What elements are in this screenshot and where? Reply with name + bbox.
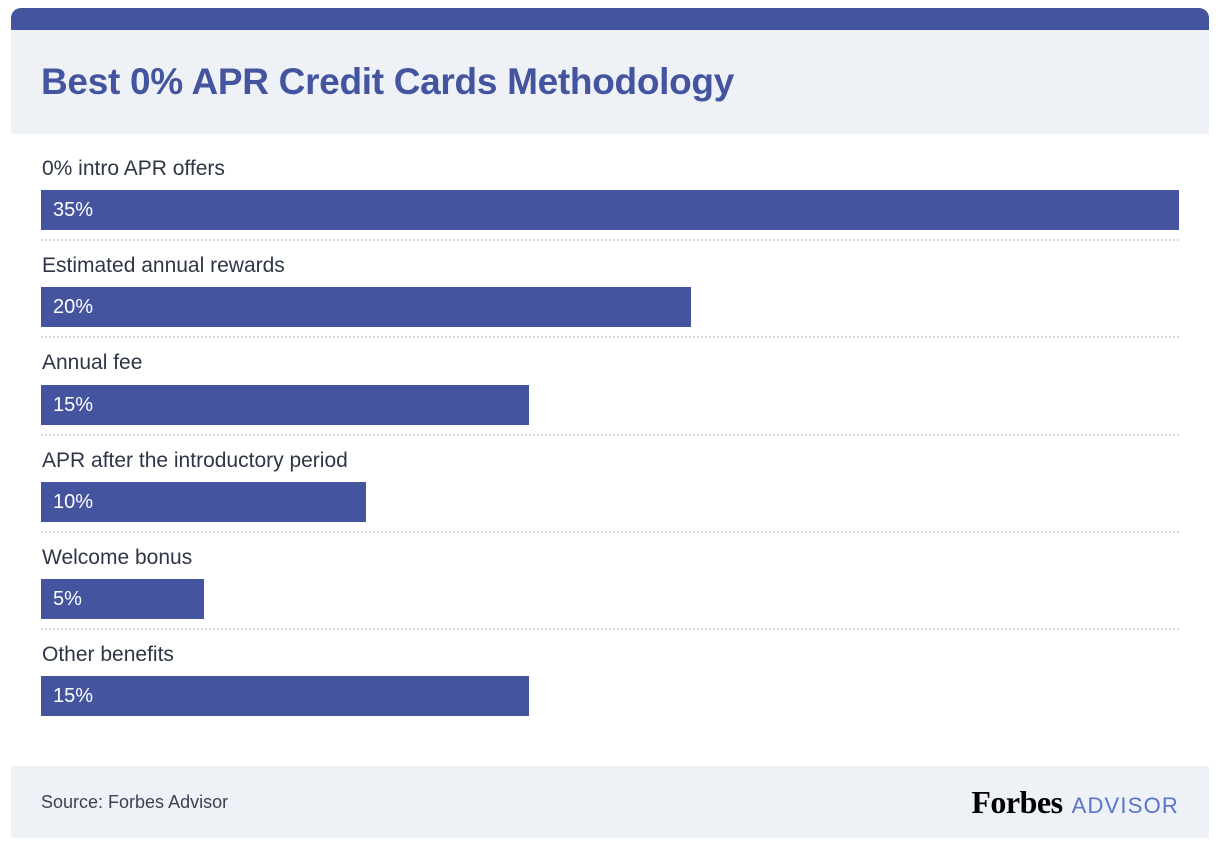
bar-value-label: 20% <box>53 296 94 319</box>
chart-header: Best 0% APR Credit Cards Methodology <box>11 30 1209 134</box>
bar-value-label: 15% <box>53 393 94 416</box>
bar-row: Annual fee 15% <box>41 338 1179 436</box>
accent-top-bar <box>11 8 1209 30</box>
bar-track: 10% <box>41 481 1179 522</box>
bar-category-label: Annual fee <box>42 351 143 375</box>
bar-fill: 5% <box>41 578 204 619</box>
advisor-wordmark: ADVISOR <box>1071 792 1179 818</box>
bar-track: 20% <box>41 287 1179 328</box>
bar-category-label: Welcome bonus <box>42 545 193 569</box>
bar-row: Estimated annual rewards 20% <box>41 241 1179 339</box>
bar-row: APR after the introductory period 10% <box>41 436 1179 533</box>
bar-track: 35% <box>41 190 1179 231</box>
page-title: Best 0% APR Credit Cards Methodology <box>41 61 734 103</box>
bar-value-label: 35% <box>53 199 94 222</box>
forbes-wordmark: Forbes <box>971 783 1063 820</box>
bar-value-label: 15% <box>53 685 94 708</box>
forbes-advisor-logo: Forbes ADVISOR <box>971 784 1179 821</box>
bar-category-label: APR after the introductory period <box>42 448 348 472</box>
methodology-chart-card: Best 0% APR Credit Cards Methodology 0% … <box>11 8 1209 838</box>
bar-track: 15% <box>41 384 1179 425</box>
bar-track: 5% <box>41 578 1179 619</box>
bar-fill: 20% <box>41 287 692 328</box>
bar-category-label: Other benefits <box>42 642 174 666</box>
bar-fill: 35% <box>41 190 1179 231</box>
bar-track: 15% <box>41 676 1179 717</box>
source-label: Source: Forbes Advisor <box>41 791 229 812</box>
bar-fill: 15% <box>41 384 529 425</box>
bar-category-label: Estimated annual rewards <box>42 254 285 278</box>
bar-fill: 15% <box>41 676 529 717</box>
bar-chart: 0% intro APR offers 35% Estimated annual r… <box>11 134 1209 766</box>
chart-footer: Source: Forbes Advisor Forbes ADVISOR <box>11 766 1209 838</box>
bar-value-label: 10% <box>53 490 94 513</box>
bar-row: Welcome bonus 5% <box>41 533 1179 631</box>
bar-row: Other benefits 15% <box>41 630 1179 727</box>
bar-row: 0% intro APR offers 35% <box>41 156 1179 242</box>
bar-fill: 10% <box>41 481 367 522</box>
bar-category-label: 0% intro APR offers <box>42 157 225 180</box>
bar-value-label: 5% <box>53 587 82 610</box>
